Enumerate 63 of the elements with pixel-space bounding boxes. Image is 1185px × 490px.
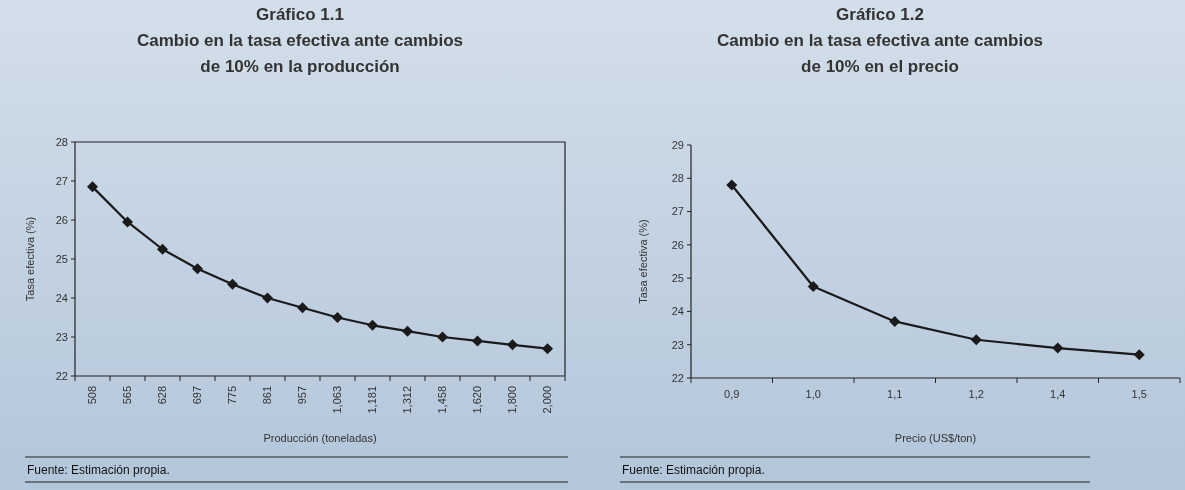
x-tick-label: 1,4 xyxy=(1050,388,1066,400)
x-tick-label: 1,312 xyxy=(401,386,414,414)
x-tick-label: 565 xyxy=(121,386,134,405)
y-tick-label: 22 xyxy=(671,371,684,384)
x-tick-label: 1,458 xyxy=(436,386,449,414)
y-tick-label: 24 xyxy=(55,291,68,304)
y-tick-label: 27 xyxy=(671,205,684,218)
x-tick-label: 0,9 xyxy=(724,388,740,400)
x-tick-label: 1,063 xyxy=(331,386,344,414)
point xyxy=(1133,349,1145,361)
x-tick-label: 957 xyxy=(296,386,309,405)
x-tick-label: 697 xyxy=(191,386,204,405)
y-tick-label: 28 xyxy=(671,172,684,185)
point xyxy=(1052,342,1064,354)
y-tick-label: 23 xyxy=(55,330,68,343)
x-tick-label: 1,0 xyxy=(805,388,821,400)
x-tick-label: 628 xyxy=(156,386,169,405)
x-tick-label: 1,181 xyxy=(366,386,379,414)
point xyxy=(889,315,901,327)
source-note: Fuente: Estimación propia. xyxy=(27,463,170,477)
point xyxy=(402,325,413,337)
y-tick-label: 22 xyxy=(55,369,68,382)
point xyxy=(726,179,738,191)
y-axis-title: Tasa efectiva (%) xyxy=(636,219,649,304)
point xyxy=(297,302,308,314)
point xyxy=(807,280,819,292)
y-tick-label: 26 xyxy=(671,238,684,251)
y-tick-label: 23 xyxy=(671,338,684,351)
point xyxy=(332,312,343,323)
point xyxy=(367,319,378,331)
point xyxy=(122,216,133,228)
x-tick-label: 861 xyxy=(261,386,274,405)
y-tick-label: 26 xyxy=(55,213,68,226)
y-axis-title: Tasa efectiva (%) xyxy=(23,216,36,302)
point xyxy=(227,278,238,290)
point xyxy=(507,339,518,351)
y-tick-label: 29 xyxy=(671,138,684,151)
point xyxy=(472,335,483,347)
y-tick-label: 28 xyxy=(55,135,68,148)
chart-title: Gráfico 1.1 Cambio en la tasa efectiva ante cambios de 10% en la producción xyxy=(137,5,463,76)
x-tick-label: 1,800 xyxy=(506,386,519,414)
x-tick-label: 508 xyxy=(86,386,99,405)
x-tick-label: 775 xyxy=(226,386,239,405)
point xyxy=(542,343,553,355)
y-tick-label: 25 xyxy=(671,271,684,284)
point xyxy=(157,243,168,255)
point xyxy=(437,331,448,343)
x-tick-label: 1,5 xyxy=(1131,388,1147,400)
y-tick-label: 25 xyxy=(55,252,68,265)
x-axis-title: Producción (toneladas) xyxy=(263,432,377,444)
point xyxy=(262,292,273,304)
point xyxy=(192,263,203,275)
x-tick-label: 1,620 xyxy=(471,386,484,414)
x-tick-label: 1,1 xyxy=(887,388,903,400)
y-tick-label: 27 xyxy=(55,174,68,187)
x-tick-label: 2,000 xyxy=(541,386,554,414)
x-tick-label: 1,2 xyxy=(968,388,984,400)
point xyxy=(87,181,98,193)
source-note: Fuente: Estimación propia. xyxy=(622,463,765,477)
y-tick-label: 24 xyxy=(671,305,684,318)
x-axis-title: Precio (US$/ton) xyxy=(894,432,977,444)
point xyxy=(970,334,982,346)
chart-title: Gráfico 1.2 Cambio en la tasa efectiva ante cambios de 10% en el precio xyxy=(717,5,1043,76)
